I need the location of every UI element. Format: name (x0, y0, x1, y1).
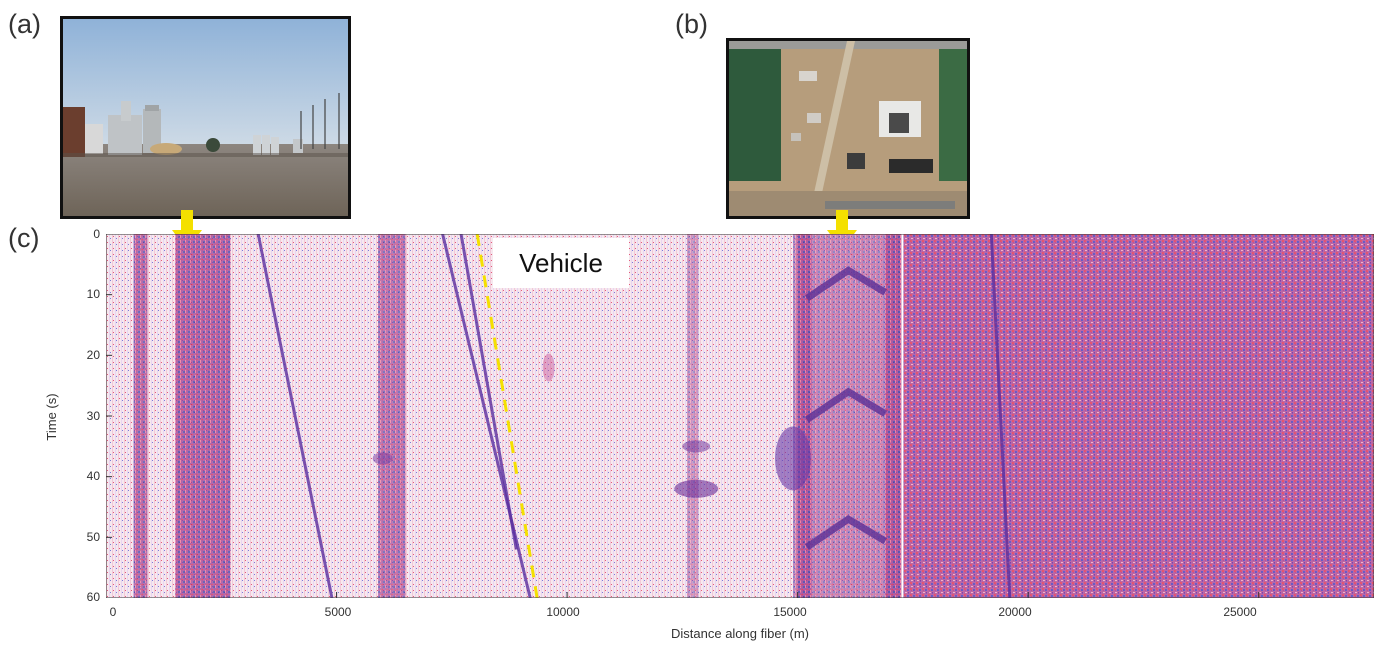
noisy-region (903, 234, 1374, 598)
y-tick-label: 30 (86, 409, 100, 423)
seismic-event-blob (372, 452, 393, 465)
vertical-band (686, 234, 699, 598)
chevron-event (804, 514, 888, 551)
y-tick-label: 10 (86, 287, 100, 301)
das-heatmap (106, 234, 1374, 598)
chevron-event (804, 266, 888, 302)
moving-source-trace (256, 234, 334, 598)
vehicle-annotation: Vehicle (493, 238, 629, 288)
y-tick-label: 40 (86, 469, 100, 483)
x-tick-label: 20000 (998, 605, 1032, 619)
y-tick-label: 50 (86, 530, 100, 544)
seismic-event-blob (542, 353, 555, 382)
x-axis-label: Distance along fiber (m) (671, 626, 809, 641)
y-tick-label: 0 (93, 227, 100, 241)
fiber-gap (901, 234, 904, 598)
panel-label-b: (b) (675, 9, 708, 39)
x-tick-label: 10000 (546, 605, 580, 619)
x-tick-label: 25000 (1223, 605, 1257, 619)
y-tick-label: 60 (86, 590, 100, 604)
vertical-band (133, 234, 148, 598)
vertical-band (175, 234, 231, 598)
x-tick-label: 5000 (324, 605, 352, 619)
aerial-photo-image (729, 41, 967, 216)
x-tick-label: 15000 (773, 605, 807, 619)
site-photo-image (63, 19, 348, 216)
seismic-event-blob (674, 479, 719, 498)
vertical-band (885, 234, 904, 598)
moving-source-trace (459, 234, 518, 550)
moving-source-trace (989, 234, 1012, 598)
vertical-band (797, 234, 812, 598)
panel-label-c: (c) (8, 223, 40, 253)
chevron-event (804, 387, 888, 423)
panel-label-a: (a) (8, 9, 41, 39)
seismic-event-blob (775, 426, 812, 491)
site-photo (60, 16, 351, 219)
y-axis-label: Time (s) (44, 393, 59, 441)
y-tick-label: 20 (86, 348, 100, 362)
seismic-event-blob (682, 440, 711, 453)
aerial-photo (726, 38, 970, 219)
x-tick-label: 0 (109, 605, 117, 619)
vertical-band (378, 234, 406, 598)
